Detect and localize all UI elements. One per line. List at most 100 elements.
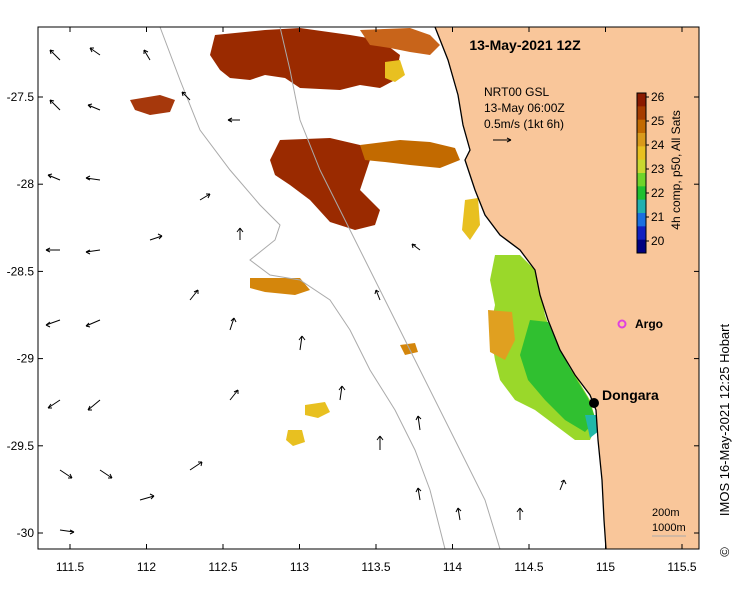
y-tick-label: -28.5 [7, 264, 35, 278]
vector-arrow [87, 399, 101, 411]
sst-patch-west-orange [250, 278, 310, 295]
vector-arrow [376, 435, 384, 450]
vector-arrow [85, 249, 101, 255]
vector-arrow [45, 319, 61, 328]
colorbar-segment [637, 159, 646, 174]
sst-patch-coast-green [520, 320, 596, 432]
vector-arrow [229, 317, 237, 331]
colorbar-tick-label: 26 [651, 90, 665, 104]
imos-credit: IMOS 16-May-2021 12:25 Hobart [717, 324, 732, 517]
current-scale-arrow [493, 137, 512, 143]
y-axis: -27.5 -28 -28.5 -29 -29.5 -30 [7, 90, 699, 540]
vector-arrow [99, 469, 113, 479]
x-tick-label: 112.5 [208, 560, 237, 574]
vector-arrow [374, 289, 381, 301]
colorbar-tick-label: 25 [651, 114, 665, 128]
dongara-marker: Dongara [589, 387, 659, 408]
vector-arrow [189, 461, 203, 471]
x-tick-label: 114 [443, 560, 462, 574]
x-tick-label: 115.5 [667, 560, 696, 574]
contour-legend-200m: 200m [652, 507, 680, 519]
current-legend-line2: 13-May 06:00Z [484, 101, 565, 115]
vector-arrow [181, 91, 191, 101]
vector-arrow [415, 415, 422, 431]
sst-patch-south-yellow-2 [305, 402, 330, 418]
sst-patch-north-yellow [385, 60, 405, 82]
vector-arrow [455, 507, 462, 521]
colorbar-segment [637, 133, 646, 147]
x-tick-label: 112 [137, 560, 156, 574]
current-legend-line3: 0.5m/s (1kt 6h) [484, 117, 564, 131]
colorbar-segment [637, 146, 646, 161]
vector-arrow [227, 117, 240, 123]
vector-arrow [229, 389, 239, 401]
sst-patch-mid-orange [360, 140, 460, 168]
colorbar-tick-label: 21 [651, 210, 665, 224]
sst-patch-north-warm [210, 28, 400, 90]
colorbar-segment [637, 213, 646, 227]
vector-arrow [59, 529, 75, 535]
vector-arrow [59, 469, 73, 479]
contour-200m [279, 26, 501, 550]
y-tick-label: -27.5 [7, 90, 35, 104]
vector-arrow [143, 49, 151, 61]
vector-arrow [139, 493, 155, 501]
vector-arrow [298, 335, 306, 351]
vector-arrow [415, 487, 422, 501]
vector-arrow [85, 319, 101, 328]
y-tick-label: -29 [17, 352, 35, 366]
vector-arrow [87, 103, 101, 111]
colorbar-tick-label: 24 [651, 138, 665, 152]
vector-arrow [47, 173, 61, 181]
contour-legend: 200m 1000m [652, 507, 686, 537]
x-axis: 111.5 112 112.5 113 113.5 114 114.5 115 115.5 [56, 27, 697, 574]
x-tick-label: 113 [290, 560, 309, 574]
vector-arrow [85, 175, 101, 181]
colorbar-tick-label: 20 [651, 234, 665, 248]
bathymetry-contours [159, 26, 501, 550]
colorbar-segment [637, 226, 646, 241]
y-tick-label: -29.5 [7, 439, 35, 453]
coastline [434, 26, 607, 550]
colorbar-segment [637, 93, 646, 107]
dongara-symbol [589, 398, 599, 408]
vector-arrow [49, 99, 61, 111]
colorbar-tick-label: 22 [651, 186, 665, 200]
current-legend-line1: NRT00 GSL [484, 85, 549, 99]
colorbar-segment [637, 106, 646, 121]
colorbar: 26 25 24 23 22 21 20 [636, 90, 665, 254]
contour-1000m [159, 26, 446, 550]
y-tick-label: -28 [17, 177, 35, 191]
vector-arrow [338, 385, 346, 401]
x-tick-label: 111.5 [56, 560, 85, 574]
vector-arrow [516, 507, 524, 520]
dongara-label: Dongara [602, 387, 659, 403]
current-scale-legend: NRT00 GSL 13-May 06:00Z 0.5m/s (1kt 6h) [484, 85, 565, 143]
copyright-symbol: © [717, 547, 732, 557]
sst-patch-south-yellow-1 [286, 430, 305, 446]
vector-arrow [236, 227, 244, 240]
x-tick-label: 115 [596, 560, 615, 574]
sst-patch-coast-yellow [462, 198, 480, 240]
argo-label: Argo [635, 317, 663, 331]
plot-frame [37, 26, 700, 550]
colorbar-tick-label: 23 [651, 162, 665, 176]
colorbar-label: 4h comp, p50, All Sats [669, 110, 683, 229]
y-tick-label: -30 [17, 526, 35, 540]
vector-arrow [49, 49, 61, 61]
colorbar-frame [636, 92, 647, 254]
sst-patch-north-orange [360, 28, 440, 55]
sst-patch-mid-warm [270, 138, 380, 230]
vector-arrow [559, 479, 567, 491]
land-mass [435, 27, 699, 549]
sst-patches [130, 28, 600, 446]
colorbar-segment [637, 199, 646, 214]
vector-arrow [45, 247, 60, 253]
map-title: 13-May-2021 12Z [469, 37, 581, 53]
contour-legend-1000m: 1000m [652, 522, 686, 534]
argo-marker: Argo [617, 317, 663, 331]
vector-arrow [199, 193, 211, 201]
vector-arrow [411, 243, 421, 251]
sst-patch-west-small [130, 95, 175, 115]
